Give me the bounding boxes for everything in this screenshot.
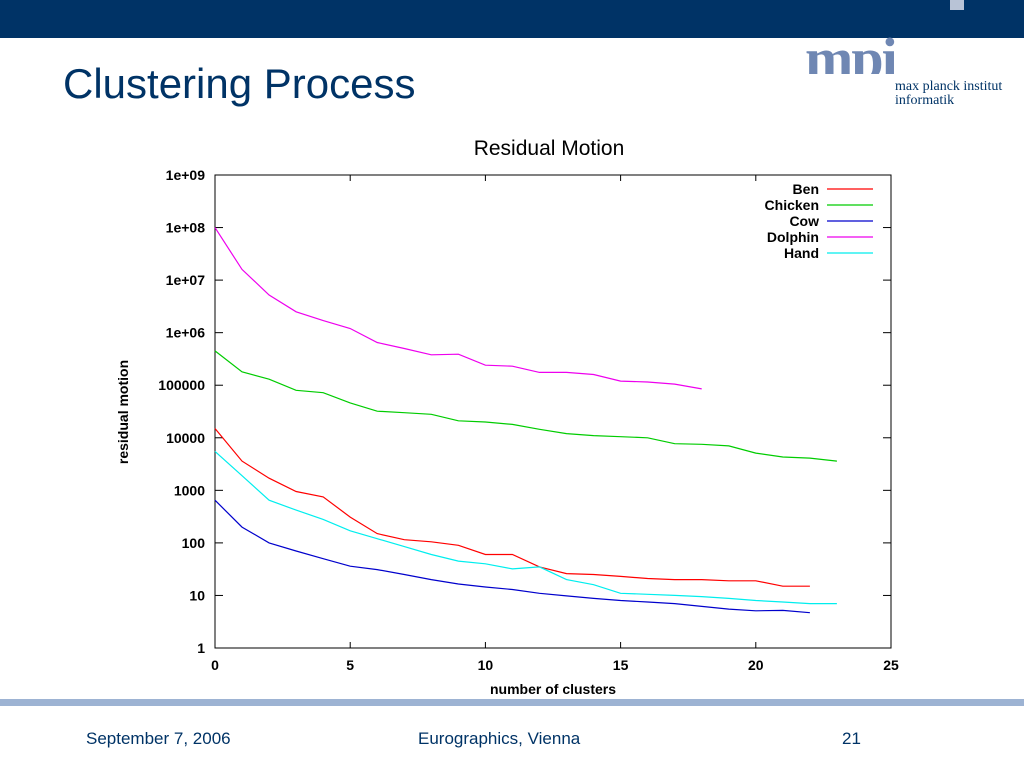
- series-line-dolphin: [214, 227, 702, 390]
- legend-label: Cow: [789, 213, 819, 229]
- y-tick-label: 1: [197, 640, 205, 656]
- y-tick-label: 1e+08: [166, 220, 206, 236]
- series-line-hand: [214, 450, 837, 605]
- footer-rule: [0, 699, 1024, 706]
- legend-label: Chicken: [765, 197, 819, 213]
- header-accent: [950, 0, 964, 10]
- plot-series: [214, 227, 837, 614]
- y-tick-label: 1000: [174, 482, 205, 498]
- x-tick-label: 25: [883, 657, 899, 673]
- series-line-ben: [214, 428, 810, 587]
- series-line-chicken: [214, 350, 837, 462]
- x-tick-label: 10: [478, 657, 494, 673]
- y-tick-label: 10000: [166, 430, 205, 446]
- legend-label: Ben: [793, 181, 819, 197]
- page-number: 21: [842, 729, 861, 748]
- footer-date: September 7, 2006: [86, 729, 231, 748]
- y-tick-label: 1e+09: [166, 167, 206, 183]
- series-line-cow: [214, 499, 810, 614]
- chart-title: Residual Motion: [474, 137, 625, 160]
- y-axis: 1 10 100 1000 10000 100000 1e+06 1e+07 1e+08 1e+0…: [158, 167, 891, 656]
- logo-glyph: mpi: [805, 30, 896, 74]
- logo-text-line2: informatik: [895, 93, 955, 108]
- y-tick-label: 10: [189, 587, 205, 603]
- plot-frame: [214, 174, 892, 649]
- y-tick-label: 1e+07: [166, 272, 206, 288]
- logo-text-line1: max planck institut: [895, 79, 1003, 94]
- legend-label: Hand: [784, 245, 819, 261]
- x-tick-label: 15: [613, 657, 629, 673]
- y-tick-label: 100000: [158, 377, 205, 393]
- x-axis: 0 5 10 15 20 25: [211, 175, 899, 673]
- footer-venue: Eurographics, Vienna: [418, 729, 581, 748]
- x-tick-label: 5: [346, 657, 354, 673]
- x-tick-label: 0: [211, 657, 219, 673]
- y-axis-label: residual motion: [115, 360, 131, 464]
- y-tick-label: 1e+06: [166, 325, 206, 341]
- x-axis-label: number of clusters: [490, 681, 616, 697]
- legend-label: Dolphin: [767, 229, 819, 245]
- y-tick-label: 100: [182, 535, 206, 551]
- slide-title: Clustering Process: [63, 60, 416, 107]
- mpi-logo: mpi max planck institut informatik: [805, 30, 1005, 110]
- residual-motion-chart: Residual Motion 0 5 10 15 20 25 1 10 100 1000 100…: [115, 137, 899, 697]
- x-tick-label: 20: [748, 657, 764, 673]
- header-bar: [0, 0, 1024, 38]
